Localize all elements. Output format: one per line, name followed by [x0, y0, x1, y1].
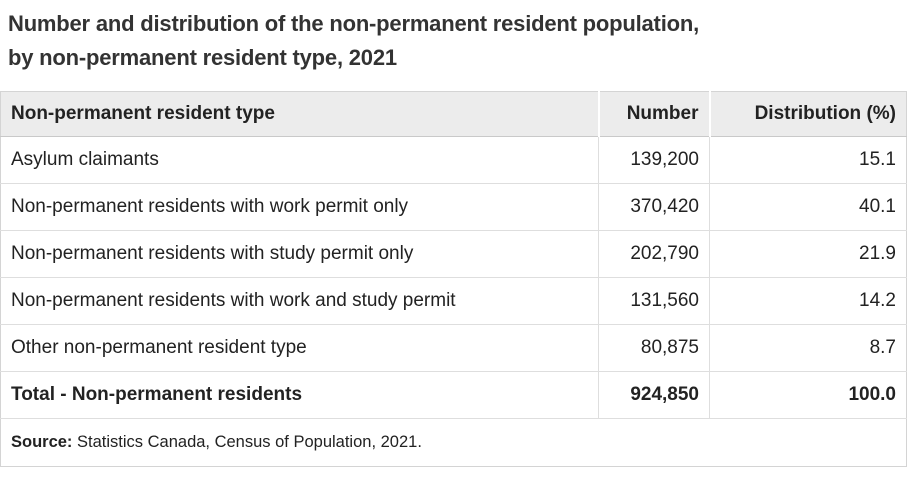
page-title-line-1: Number and distribution of the non-perma…	[8, 11, 699, 36]
table-row: Other non-permanent resident type 80,875…	[0, 324, 907, 372]
cell-distribution: 8.7	[709, 324, 907, 372]
column-header-type: Non-permanent resident type	[0, 91, 599, 137]
table-row: Non-permanent residents with work permit…	[0, 183, 907, 231]
table-source-row: Source: Statistics Canada, Census of Pop…	[0, 418, 907, 467]
cell-type: Asylum claimants	[0, 136, 599, 184]
cell-distribution: 15.1	[709, 136, 907, 184]
cell-number: 131,560	[598, 277, 710, 325]
page-title-line-2: by non-permanent resident type, 2021	[8, 45, 397, 70]
table-row: Non-permanent residents with work and st…	[0, 277, 907, 325]
table-row: Asylum claimants 139,200 15.1	[0, 136, 907, 184]
cell-type: Non-permanent residents with work and st…	[0, 277, 599, 325]
cell-total-type: Total - Non-permanent residents	[0, 371, 599, 419]
cell-type: Non-permanent residents with study permi…	[0, 230, 599, 278]
cell-distribution: 40.1	[709, 183, 907, 231]
column-header-distribution: Distribution (%)	[708, 91, 907, 137]
cell-distribution: 14.2	[709, 277, 907, 325]
cell-type: Non-permanent residents with work permit…	[0, 183, 599, 231]
cell-number: 80,875	[598, 324, 710, 372]
page: Number and distribution of the non-perma…	[0, 7, 919, 500]
source-label: Source:	[11, 433, 73, 451]
cell-total-number: 924,850	[598, 371, 710, 419]
column-header-number: Number	[597, 91, 710, 137]
cell-distribution: 21.9	[709, 230, 907, 278]
page-title: Number and distribution of the non-perma…	[8, 7, 919, 75]
cell-number: 139,200	[598, 136, 710, 184]
table-header-row: Non-permanent resident type Number Distr…	[0, 91, 907, 137]
source-text: Statistics Canada, Census of Population,…	[72, 433, 422, 451]
cell-type: Other non-permanent resident type	[0, 324, 599, 372]
npr-table: Non-permanent resident type Number Distr…	[0, 91, 907, 467]
cell-number: 370,420	[598, 183, 710, 231]
cell-number: 202,790	[598, 230, 710, 278]
cell-total-distribution: 100.0	[709, 371, 907, 419]
table-total-row: Total - Non-permanent residents 924,850 …	[0, 371, 907, 419]
table-row: Non-permanent residents with study permi…	[0, 230, 907, 278]
source-cell: Source: Statistics Canada, Census of Pop…	[0, 418, 907, 467]
